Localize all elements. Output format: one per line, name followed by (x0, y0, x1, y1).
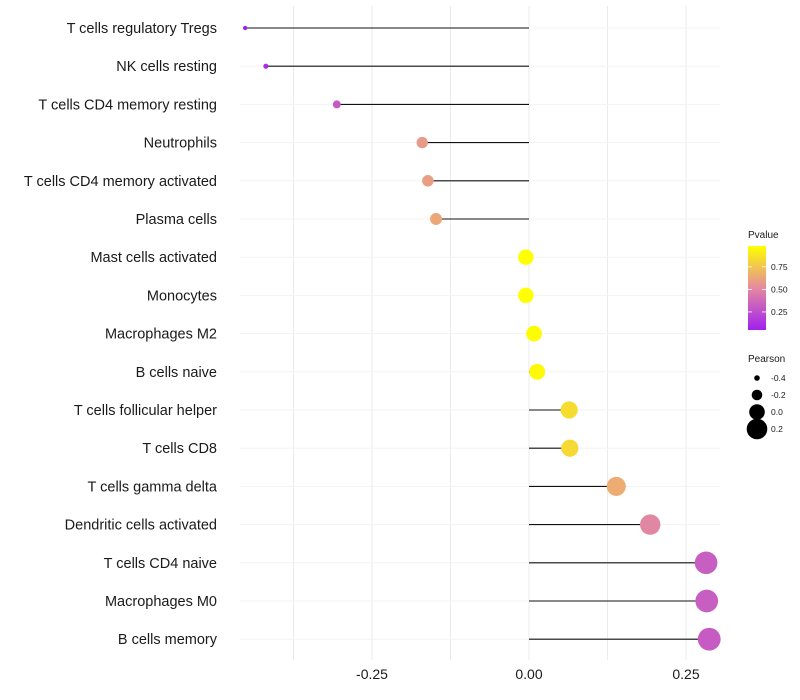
y-axis-label: T cells CD4 memory resting (38, 97, 217, 113)
y-axis-label: T cells CD4 memory activated (24, 174, 217, 190)
x-tick-label: 0.25 (672, 666, 699, 682)
x-tick-label: -0.25 (356, 666, 388, 682)
y-axis-label: B cells naive (136, 365, 217, 381)
y-axis-label: T cells regulatory Tregs (67, 21, 217, 37)
size-key-label: -0.4 (771, 373, 786, 383)
lollipop-point (242, 25, 248, 31)
lollipop-point (639, 514, 661, 535)
lollipop-point (422, 175, 434, 187)
y-axis-label: T cells gamma delta (88, 479, 218, 495)
pearson-legend-title: Pearson (748, 354, 785, 365)
colorbar-tick-label: 0.50 (771, 284, 788, 294)
lollipop-point (529, 363, 546, 380)
y-axis-label: B cells memory (118, 632, 218, 648)
colorbar-tick-label: 0.75 (771, 262, 788, 272)
y-axis-label: Dendritic cells activated (65, 518, 217, 534)
size-key-dot (749, 404, 765, 420)
pvalue-legend-title: Pvalue (748, 230, 779, 241)
size-key-dot (751, 389, 763, 401)
x-axis-ticks: -0.25 0.00 0.25 (356, 666, 700, 682)
pvalue-colorbar (748, 246, 766, 330)
lollipop-stems (245, 27, 710, 640)
lollipop-point (695, 589, 719, 613)
y-axis-label: T cells follicular helper (74, 403, 217, 419)
lollipop-point (560, 401, 578, 419)
y-axis-labels: T cells regulatory Tregs NK cells resting… (24, 21, 218, 648)
lollipop-point (518, 287, 534, 304)
lollipop-points (242, 25, 721, 651)
lollipop-point (697, 627, 721, 651)
x-tick-label: 0.00 (515, 666, 542, 682)
y-axis-label: T cells CD4 naive (104, 556, 217, 572)
size-key-dot (754, 375, 760, 381)
y-axis-label: Plasma cells (136, 212, 217, 228)
lollipop-point (561, 439, 579, 457)
y-axis-label: Macrophages M0 (105, 594, 217, 610)
lollipop-point (263, 63, 269, 69)
lollipop-point (332, 100, 341, 109)
y-axis-label: Monocytes (147, 288, 217, 304)
size-key-label: 0.2 (771, 424, 783, 434)
pearson-legend: Pearson -0.4 -0.2 0.0 0.2 (746, 354, 786, 440)
lollipop-point (526, 325, 542, 342)
lollipop-point (416, 136, 428, 149)
size-key-label: -0.2 (771, 390, 786, 400)
y-axis-label: T cells CD8 (142, 441, 217, 457)
y-axis-label: Mast cells activated (90, 250, 217, 266)
lollipop-point (430, 213, 443, 225)
y-axis-label: NK cells resting (116, 59, 217, 75)
pvalue-legend: Pvalue 0.25 0.50 0.75 (748, 230, 788, 330)
size-key-label: 0.0 (771, 407, 783, 417)
y-axis-label: Neutrophils (144, 136, 217, 152)
size-key-dot (746, 418, 768, 440)
lollipop-point (694, 551, 718, 575)
lollipop-point (518, 249, 534, 265)
y-axis-label: Macrophages M2 (105, 327, 217, 343)
colorbar-tick-label: 0.25 (771, 307, 788, 317)
lollipop-point (606, 476, 626, 496)
